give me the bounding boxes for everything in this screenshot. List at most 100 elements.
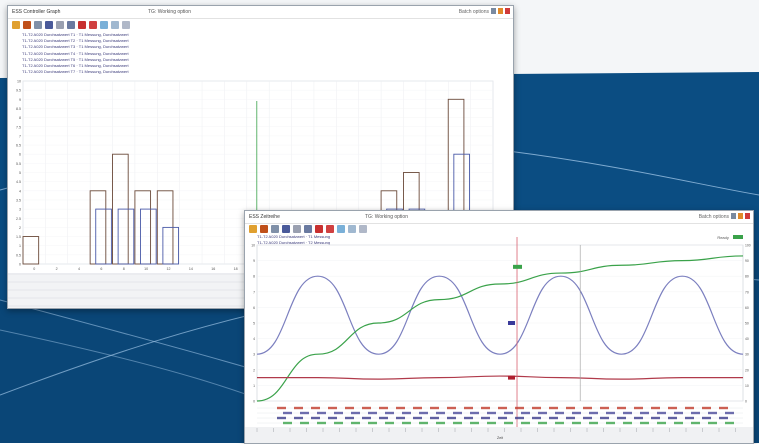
event-marker [481, 417, 490, 419]
event-marker [430, 417, 439, 419]
event-marker [294, 407, 303, 409]
event-marker [566, 407, 575, 409]
y-tick-label: 9.5 [16, 89, 21, 93]
x-tick-label: 6 [100, 267, 102, 271]
event-marker [464, 407, 473, 409]
x-tick-label: 16 [211, 267, 215, 271]
event-marker [606, 412, 615, 414]
event-marker [368, 422, 377, 424]
event-marker [379, 407, 388, 409]
y-tick-label: 0 [253, 400, 255, 404]
event-marker [583, 407, 592, 409]
event-marker [634, 417, 643, 419]
y-tick-label: 1 [19, 244, 21, 248]
event-marker [674, 422, 683, 424]
y-tick-label: 100 [745, 244, 751, 248]
event-marker [351, 412, 360, 414]
event-marker [453, 422, 462, 424]
cursor-marker [513, 265, 522, 269]
event-marker [481, 407, 490, 409]
event-marker [447, 417, 456, 419]
event-marker [294, 417, 303, 419]
event-marker [589, 412, 598, 414]
event-marker [623, 412, 632, 414]
event-marker [691, 422, 700, 424]
y-tick-label: 8 [19, 116, 21, 120]
event-marker [515, 417, 524, 419]
y-tick-label: 60 [745, 306, 749, 310]
event-marker [549, 417, 558, 419]
event-marker [283, 422, 292, 424]
event-marker [555, 412, 564, 414]
y-tick-label: 5.5 [16, 162, 21, 166]
event-marker [532, 417, 541, 419]
y-tick-label: 3 [19, 208, 21, 212]
event-marker [634, 407, 643, 409]
event-marker [515, 407, 524, 409]
event-marker [334, 422, 343, 424]
event-marker [487, 412, 496, 414]
y-tick-label: 70 [745, 290, 749, 294]
y-tick-label: 8.5 [16, 107, 21, 111]
y-tick-label: 50 [745, 322, 749, 326]
event-marker [640, 422, 649, 424]
event-marker [385, 412, 394, 414]
y-tick-label: 4 [19, 189, 21, 193]
y-tick-label: 0.5 [16, 253, 21, 257]
y-tick-label: 90 [745, 259, 749, 263]
event-marker [436, 422, 445, 424]
y-tick-label: 0 [19, 263, 21, 267]
event-marker [345, 407, 354, 409]
timeseries-window: ESS Zeitreihe TG: Working option Batch o… [244, 210, 754, 444]
event-marker [589, 422, 598, 424]
event-marker [453, 412, 462, 414]
event-marker [413, 417, 422, 419]
event-marker [600, 407, 609, 409]
event-marker [470, 422, 479, 424]
event-marker [617, 417, 626, 419]
y-tick-label: 30 [745, 353, 749, 357]
y-tick-label: 2 [253, 368, 255, 372]
event-marker [685, 417, 694, 419]
y-tick-label: 7 [19, 134, 21, 138]
event-marker [498, 407, 507, 409]
x-tick-label: 12 [166, 267, 170, 271]
x-tick-label: 10 [144, 267, 148, 271]
event-marker [436, 412, 445, 414]
event-marker [691, 412, 700, 414]
cursor-marker [508, 321, 515, 325]
x-tick-label: 0 [33, 267, 35, 271]
event-marker [328, 417, 337, 419]
event-marker [402, 412, 411, 414]
cursor-marker [508, 376, 515, 380]
y-tick-label: 3.5 [16, 198, 21, 202]
event-marker [566, 417, 575, 419]
event-marker [668, 417, 677, 419]
y-tick-label: 2.5 [16, 217, 21, 221]
y-tick-label: 40 [745, 337, 749, 341]
event-marker [498, 417, 507, 419]
event-marker [657, 422, 666, 424]
event-marker [317, 412, 326, 414]
event-marker [402, 422, 411, 424]
event-marker [657, 412, 666, 414]
y-tick-label: 7 [253, 290, 255, 294]
event-marker [572, 422, 581, 424]
event-marker [464, 417, 473, 419]
event-marker [419, 412, 428, 414]
event-marker [725, 412, 734, 414]
event-marker [311, 417, 320, 419]
event-marker [447, 407, 456, 409]
x-axis-label: Zeit [497, 436, 503, 440]
y-tick-label: 10 [745, 384, 749, 388]
y-tick-label: 6 [19, 153, 21, 157]
event-marker [385, 422, 394, 424]
y-tick-label: 80 [745, 275, 749, 279]
event-marker [651, 407, 660, 409]
event-marker [351, 422, 360, 424]
y-tick-label: 4.5 [16, 180, 21, 184]
event-marker [538, 412, 547, 414]
y-tick-label: 20 [745, 368, 749, 372]
y-tick-label: 7.5 [16, 125, 21, 129]
